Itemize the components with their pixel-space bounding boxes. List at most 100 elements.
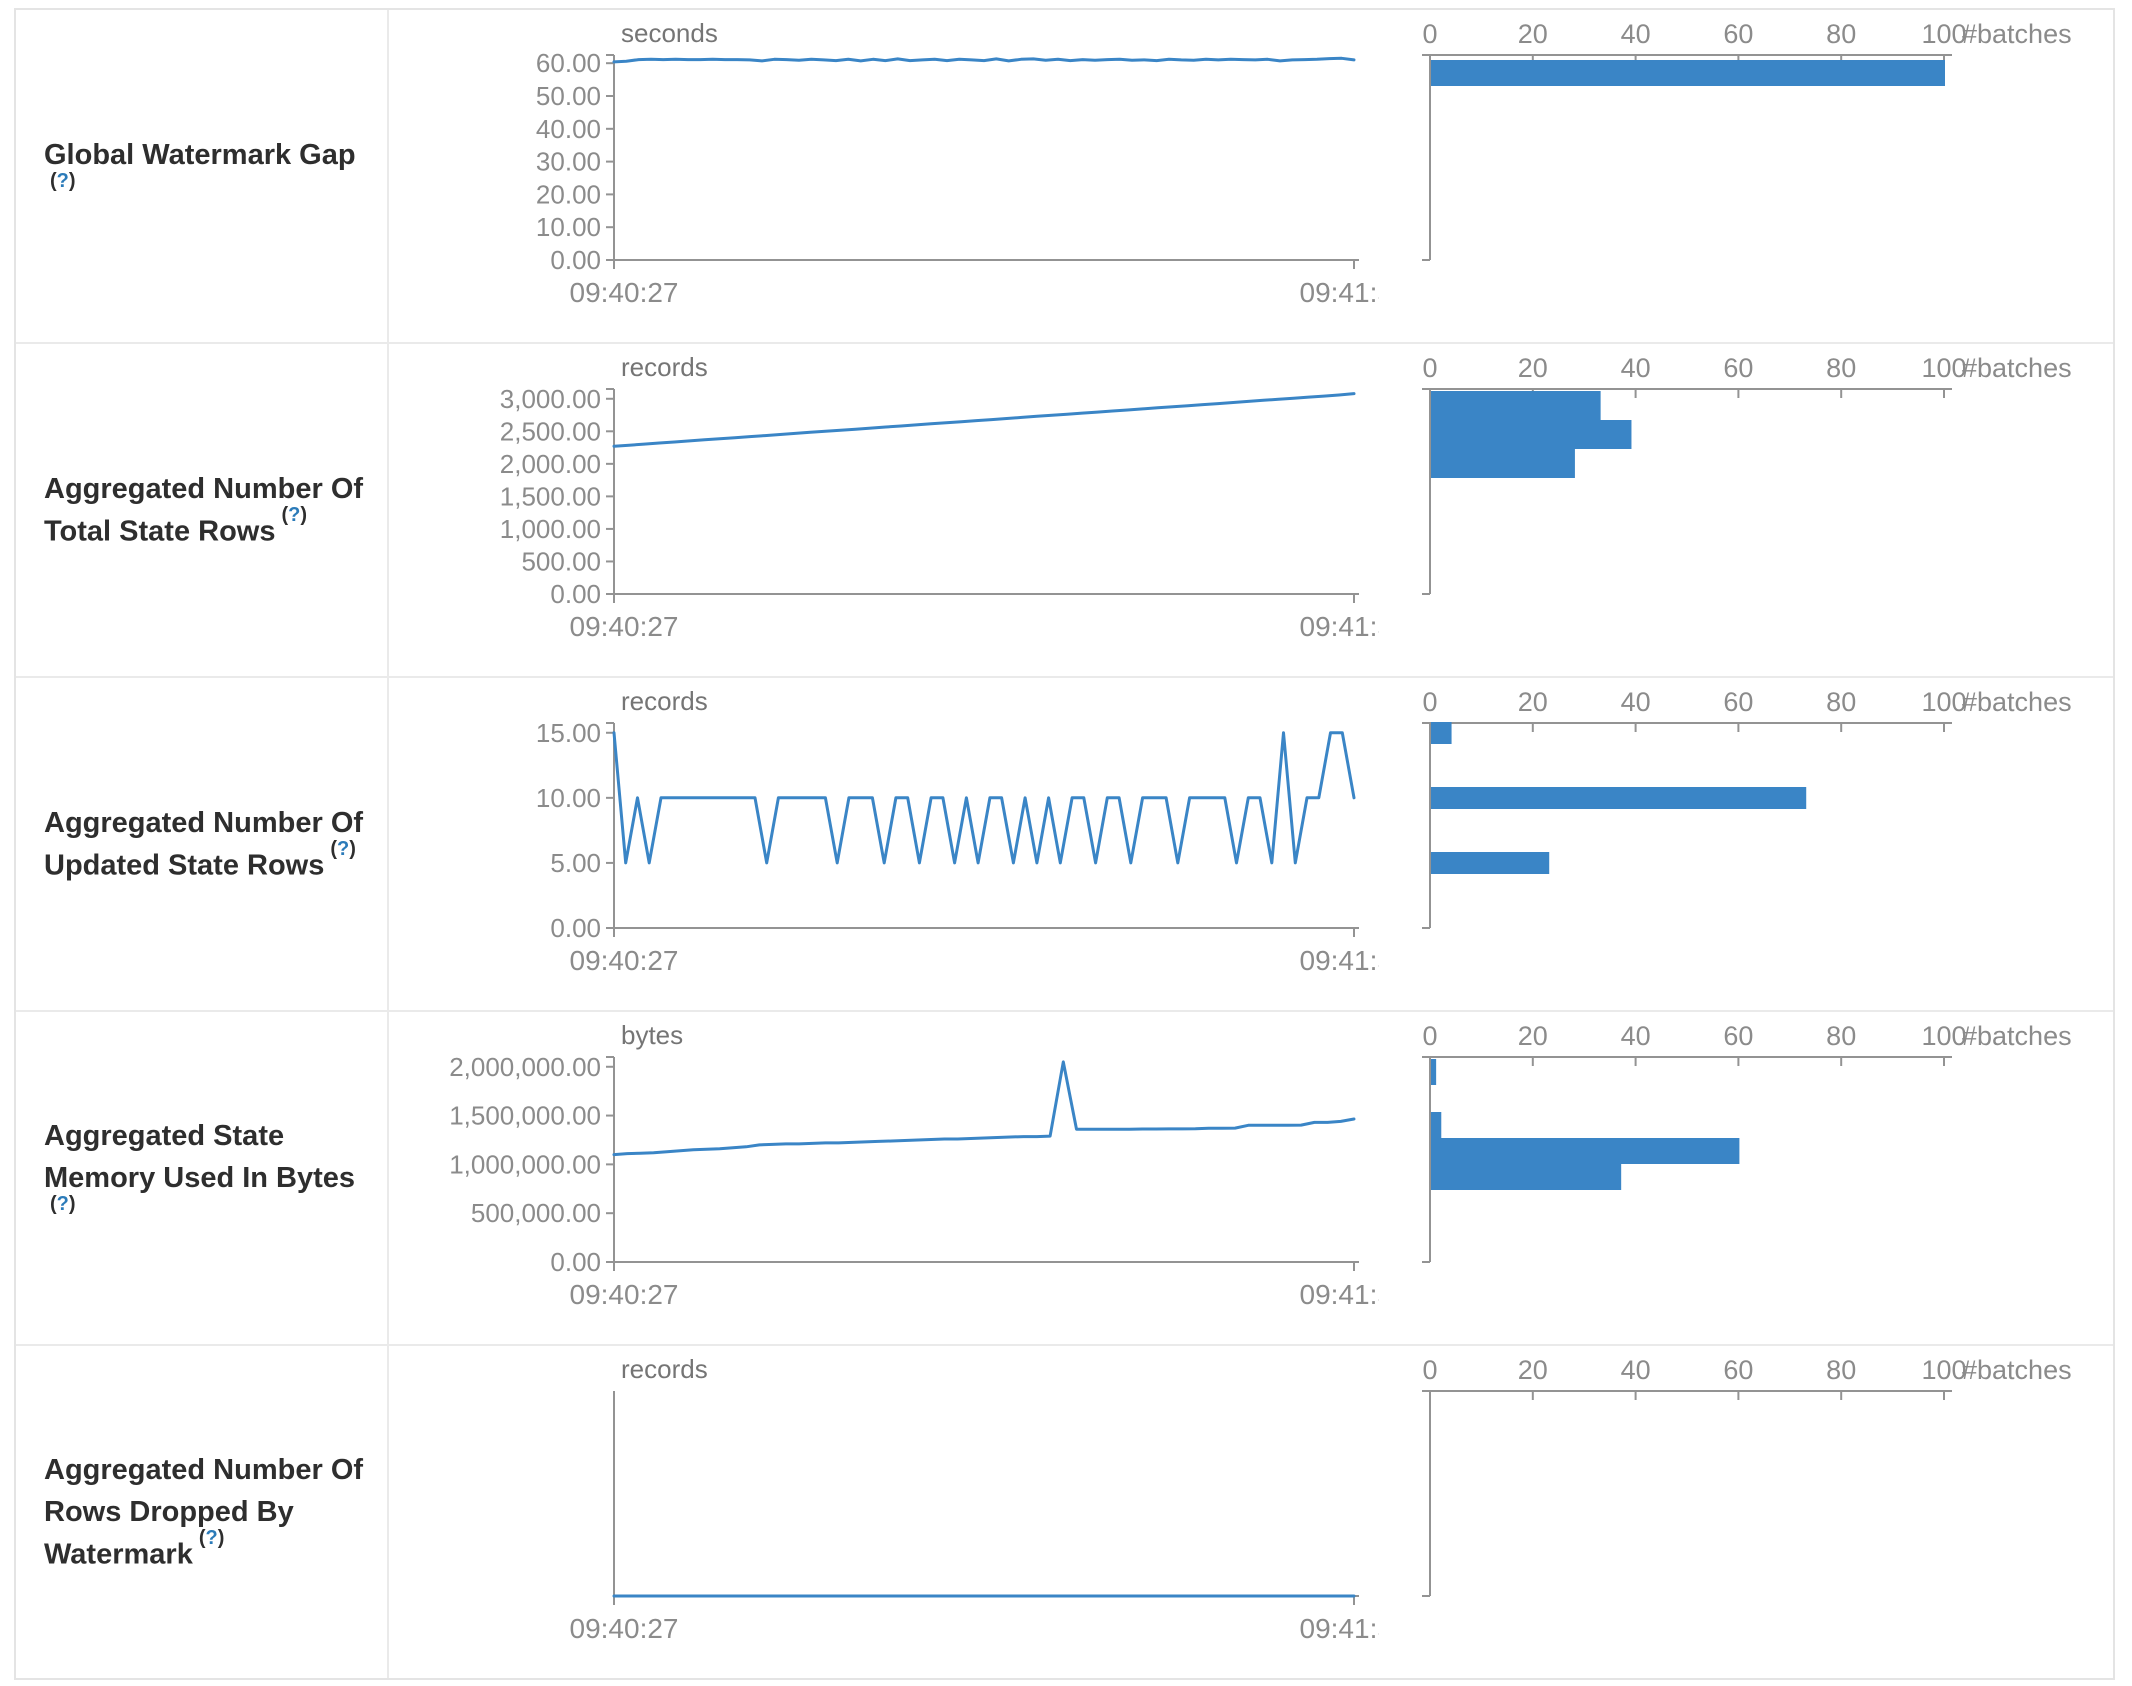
svg-text:#batches: #batches — [1962, 1021, 2072, 1051]
metric-label-cell: Aggregated Number Of Rows Dropped By Wat… — [16, 1346, 389, 1678]
charts-cell: records 0.00 5.00 10.00 15.00 09:40:27 09:41:5… — [389, 678, 2113, 1010]
svg-text:20: 20 — [1518, 1021, 1548, 1051]
svg-text:80: 80 — [1826, 1355, 1856, 1385]
metric-label-cell: Aggregated State Memory Used In Bytes(?) — [16, 1012, 389, 1344]
svg-text:40: 40 — [1621, 1021, 1651, 1051]
svg-text:09:40:27: 09:40:27 — [570, 611, 679, 642]
svg-text:09:41:56: 09:41:56 — [1300, 945, 1380, 976]
histogram-chart: 0 20 40 60 80 100 #batches — [1379, 10, 2113, 342]
svg-text:40.00: 40.00 — [536, 114, 601, 144]
svg-text:0: 0 — [1422, 1355, 1437, 1385]
svg-text:20: 20 — [1518, 1355, 1548, 1385]
metric-row-total-state-rows: Aggregated Number Of Total State Rows(?)… — [16, 344, 2113, 678]
svg-text:40: 40 — [1621, 353, 1651, 383]
svg-text:records: records — [621, 1354, 708, 1384]
svg-text:1,500.00: 1,500.00 — [500, 481, 601, 511]
timeline-chart[interactable]: seconds 0.00 10.00 20.00 30.00 40.00 50.00 60.0… — [389, 10, 1379, 342]
svg-text:60: 60 — [1723, 1021, 1753, 1051]
svg-text:100: 100 — [1921, 19, 1966, 49]
svg-text:60: 60 — [1723, 19, 1753, 49]
svg-text:seconds: seconds — [621, 18, 718, 48]
help-question-link[interactable]: ? — [56, 169, 69, 192]
svg-text:09:41:56: 09:41:56 — [1300, 1279, 1380, 1310]
metric-name: Aggregated Number Of Updated State Rows(… — [44, 802, 380, 887]
svg-text:09:40:27: 09:40:27 — [570, 945, 679, 976]
svg-text:0.00: 0.00 — [550, 245, 601, 275]
svg-text:30.00: 30.00 — [536, 147, 601, 177]
svg-text:09:40:27: 09:40:27 — [570, 1279, 679, 1310]
timeline-chart[interactable]: records 09:40:27 09:41:56 — [389, 1346, 1380, 1678]
svg-text:100: 100 — [1921, 1355, 1966, 1385]
svg-text:09:41:56: 09:41:56 — [1300, 611, 1380, 642]
svg-text:#batches: #batches — [1962, 1355, 2072, 1385]
metric-name-text: Aggregated State Memory Used In Bytes — [44, 1119, 356, 1194]
svg-text:2,000,000.00: 2,000,000.00 — [449, 1052, 601, 1082]
metric-row-rows-dropped-by-watermark: Aggregated Number Of Rows Dropped By Wat… — [16, 1346, 2113, 1678]
metric-row-updated-state-rows: Aggregated Number Of Updated State Rows(… — [16, 678, 2113, 1012]
svg-text:80: 80 — [1826, 19, 1856, 49]
svg-text:100: 100 — [1921, 687, 1966, 717]
svg-text:40: 40 — [1621, 19, 1651, 49]
svg-text:80: 80 — [1826, 687, 1856, 717]
svg-text:0.00: 0.00 — [550, 913, 601, 943]
svg-text:09:41:56: 09:41:56 — [1300, 277, 1380, 308]
help-question-link[interactable]: ? — [337, 837, 350, 860]
svg-text:#batches: #batches — [1962, 687, 2072, 717]
svg-text:80: 80 — [1826, 353, 1856, 383]
svg-text:60: 60 — [1723, 1355, 1753, 1385]
svg-text:3,000.00: 3,000.00 — [500, 384, 601, 414]
metric-name-text: Aggregated Number Of Total State Rows — [44, 472, 364, 548]
help-question-link[interactable]: ? — [205, 1526, 218, 1549]
svg-text:50.00: 50.00 — [536, 81, 601, 111]
help-question-link[interactable]: ? — [56, 1192, 69, 1215]
svg-text:09:40:27: 09:40:27 — [570, 277, 679, 308]
svg-text:40: 40 — [1621, 687, 1651, 717]
svg-text:80: 80 — [1826, 1021, 1856, 1051]
svg-text:09:41:56: 09:41:56 — [1300, 1613, 1380, 1644]
svg-text:09:40:27: 09:40:27 — [570, 1613, 679, 1644]
help-icon[interactable]: (?) — [198, 1526, 225, 1549]
charts-cell: seconds 0.00 10.00 20.00 30.00 40.00 50.00 60.0… — [389, 10, 2113, 342]
svg-text:0: 0 — [1422, 19, 1437, 49]
charts-cell: records 0.00 500.00 1,000.00 1,500.00 2,000.0… — [389, 344, 2113, 676]
metric-name: Aggregated Number Of Total State Rows(?) — [44, 468, 380, 553]
timeline-chart[interactable]: records 0.00 500.00 1,000.00 1,500.00 2,000.0… — [389, 344, 1379, 676]
svg-text:15.00: 15.00 — [536, 718, 601, 748]
metric-name: Global Watermark Gap(?) — [44, 134, 380, 219]
svg-text:60.00: 60.00 — [536, 48, 601, 78]
svg-text:0: 0 — [1422, 353, 1437, 383]
svg-text:20: 20 — [1518, 19, 1548, 49]
svg-text:5.00: 5.00 — [550, 848, 601, 878]
svg-text:0: 0 — [1422, 1021, 1437, 1051]
svg-text:60: 60 — [1723, 687, 1753, 717]
timeline-chart[interactable]: bytes 0.00 500,000.00 1,000,000.00 1,500,000… — [389, 1012, 1379, 1344]
timeline-chart[interactable]: records 0.00 5.00 10.00 15.00 09:40:27 09:41:5… — [389, 678, 1379, 1010]
svg-text:records: records — [621, 352, 708, 382]
svg-text:20.00: 20.00 — [536, 179, 601, 209]
help-icon[interactable]: (?) — [50, 169, 76, 192]
charts-cell: records 09:40:27 09:41:56 0 20 40 60 80 100#bat… — [389, 1346, 2113, 1678]
svg-text:20: 20 — [1518, 687, 1548, 717]
histogram-chart: 0 20 40 60 80 100 #batches — [1379, 678, 2113, 1010]
metrics-table: Global Watermark Gap(?) seconds 0.00 10.00… — [14, 8, 2115, 1680]
svg-text:500.00: 500.00 — [521, 546, 601, 576]
help-icon[interactable]: (?) — [50, 1192, 76, 1215]
metric-label-cell: Aggregated Number Of Total State Rows(?) — [16, 344, 389, 676]
svg-text:60: 60 — [1723, 353, 1753, 383]
metric-row-state-memory-used: Aggregated State Memory Used In Bytes(?)… — [16, 1012, 2113, 1346]
help-icon[interactable]: (?) — [281, 503, 308, 526]
svg-text:10.00: 10.00 — [536, 212, 601, 242]
histogram-chart: 0 20 40 60 80 100 #batches — [1379, 1346, 2113, 1678]
svg-text:2,500.00: 2,500.00 — [500, 416, 601, 446]
help-question-link[interactable]: ? — [288, 503, 301, 526]
metric-name-text: Aggregated Number Of Updated State Rows — [44, 806, 364, 882]
svg-text:#batches: #batches — [1962, 353, 2072, 383]
metric-label-cell: Aggregated Number Of Updated State Rows(… — [16, 678, 389, 1010]
svg-text:100: 100 — [1921, 1021, 1966, 1051]
metric-name-text: Global Watermark Gap — [44, 138, 356, 171]
svg-text:bytes: bytes — [621, 1020, 683, 1050]
svg-text:20: 20 — [1518, 353, 1548, 383]
help-icon[interactable]: (?) — [330, 837, 356, 860]
svg-text:40: 40 — [1621, 1355, 1651, 1385]
